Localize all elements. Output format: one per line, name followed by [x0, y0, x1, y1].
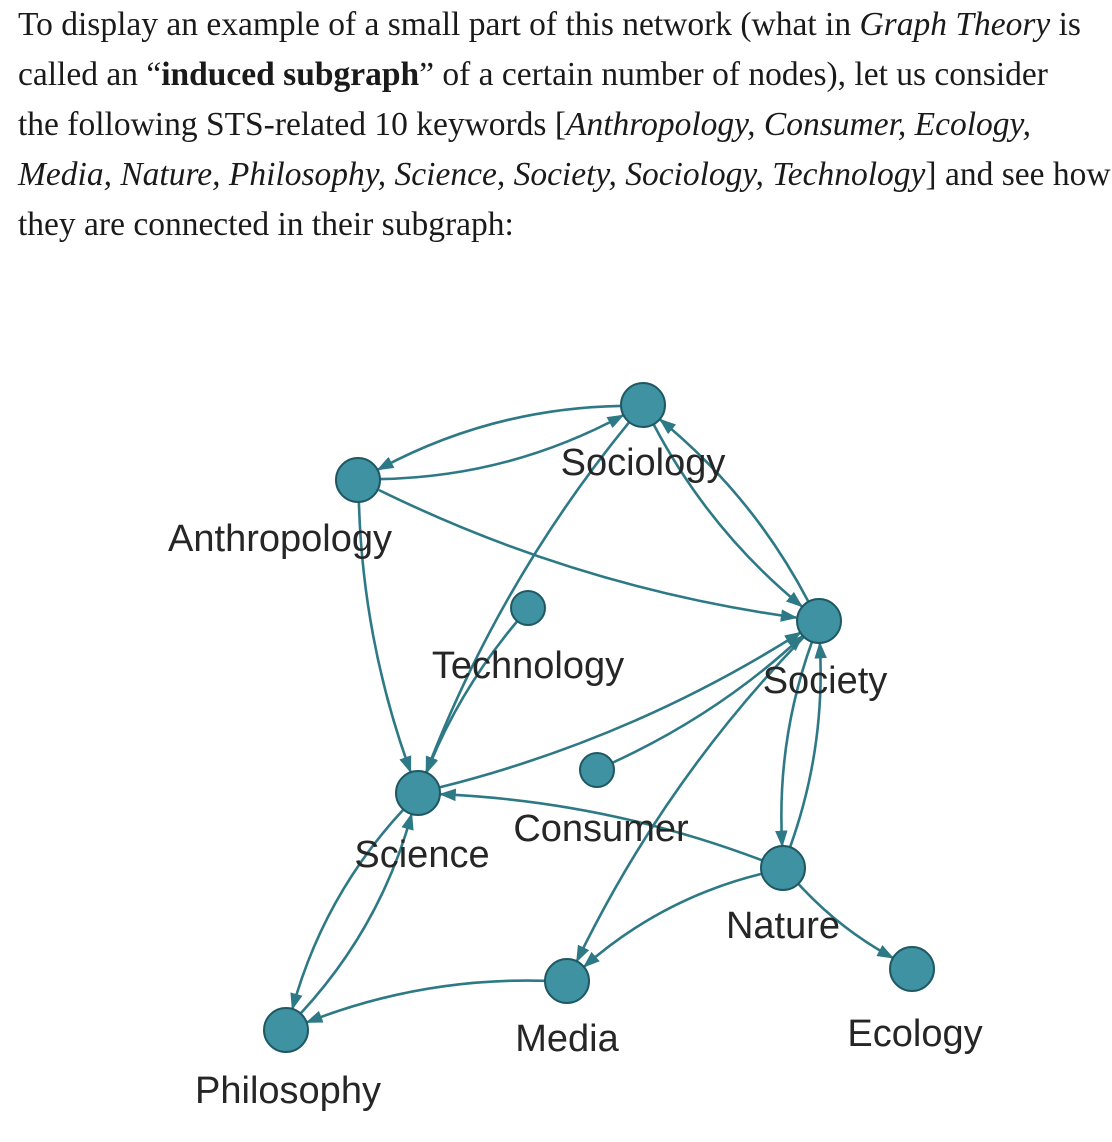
svg-text:Society: Society: [763, 660, 888, 702]
svg-text:Anthropology: Anthropology: [168, 518, 392, 560]
svg-text:Nature: Nature: [726, 905, 840, 947]
svg-text:Consumer: Consumer: [513, 808, 689, 850]
svg-text:Media: Media: [515, 1018, 619, 1060]
svg-text:Technology: Technology: [432, 645, 624, 687]
svg-text:Science: Science: [354, 834, 489, 876]
svg-text:Philosophy: Philosophy: [195, 1070, 381, 1112]
svg-text:Sociology: Sociology: [561, 442, 726, 484]
svg-text:Ecology: Ecology: [847, 1013, 982, 1055]
